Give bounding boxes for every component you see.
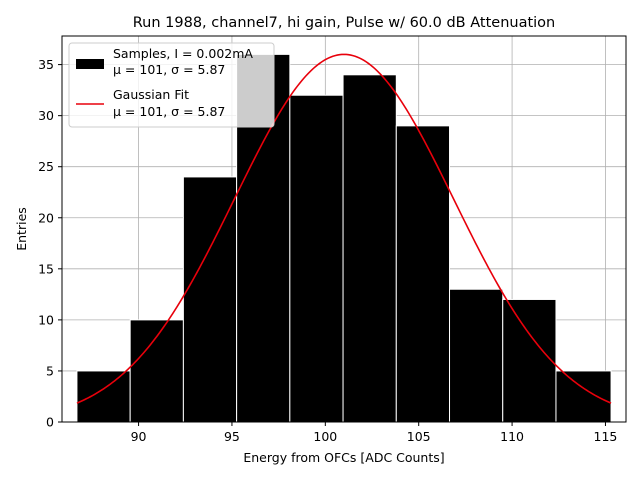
histogram-bar bbox=[502, 298, 557, 423]
plot-frame bbox=[61, 35, 627, 423]
legend-label-samples: Samples, I = 0.002mA bbox=[113, 46, 253, 61]
x-tick-label: 100 bbox=[313, 429, 337, 444]
y-tick-label: 10 bbox=[38, 312, 54, 327]
y-tick-label: 30 bbox=[38, 108, 54, 123]
y-axis-ticks: 0 5 10 15 20 25 30 35 bbox=[38, 57, 62, 430]
y-tick-label: 15 bbox=[38, 261, 54, 276]
legend-stats-samples: μ = 101, σ = 5.87 bbox=[113, 62, 225, 77]
x-axis-ticks: 90 95 100 105 110 115 bbox=[131, 422, 618, 444]
x-tick-label: 115 bbox=[594, 429, 618, 444]
y-axis-label: Entries bbox=[14, 207, 29, 251]
x-tick-label: 95 bbox=[224, 429, 240, 444]
legend-swatch-samples bbox=[76, 59, 104, 69]
y-tick-label: 20 bbox=[38, 210, 54, 225]
histogram-bar bbox=[395, 125, 451, 423]
legend-box bbox=[68, 42, 275, 128]
histogram-bars bbox=[76, 53, 612, 423]
histogram-bar bbox=[555, 370, 612, 423]
histogram-bar bbox=[76, 370, 131, 423]
y-tick-label: 35 bbox=[38, 57, 54, 72]
histogram-bar bbox=[342, 74, 397, 423]
histogram-bar bbox=[289, 94, 344, 423]
y-tick-label: 0 bbox=[46, 415, 54, 430]
histogram-bar bbox=[449, 288, 504, 423]
y-tick-label: 5 bbox=[46, 363, 54, 378]
x-axis-label: Energy from OFCs [ADC Counts] bbox=[243, 450, 444, 465]
x-tick-label: 110 bbox=[500, 429, 524, 444]
histogram-bar bbox=[182, 176, 238, 423]
legend-label-fit: Gaussian Fit bbox=[113, 87, 189, 102]
x-tick-label: 105 bbox=[407, 429, 431, 444]
x-tick-label: 90 bbox=[131, 429, 147, 444]
legend-stats-fit: μ = 101, σ = 5.87 bbox=[113, 104, 225, 119]
gaussian-fit-curve bbox=[76, 53, 612, 404]
chart-title: Run 1988, channel7, hi gain, Pulse w/ 60… bbox=[133, 15, 556, 31]
y-tick-label: 25 bbox=[38, 159, 54, 174]
legend: Samples, I = 0.002mA μ = 101, σ = 5.87 G… bbox=[68, 42, 275, 128]
